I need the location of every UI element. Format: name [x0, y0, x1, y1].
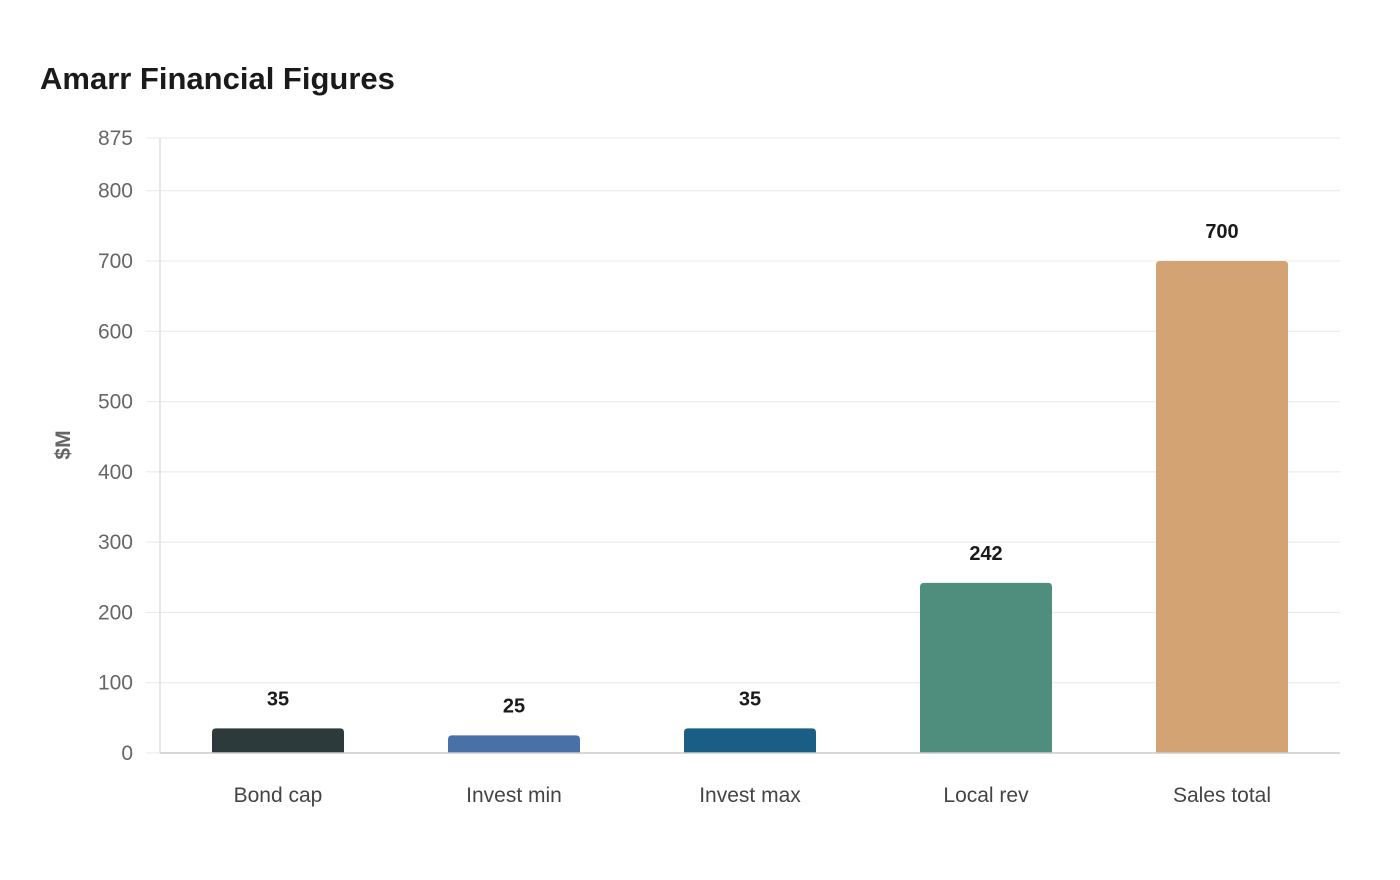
y-axis-title: $M — [52, 430, 75, 459]
x-tick-label: Invest min — [466, 784, 562, 807]
x-tick-label: Invest max — [699, 784, 801, 807]
bar-bond-cap — [212, 728, 344, 753]
x-axis-ticks: Bond cap Invest min Invest max Local rev Sal… — [234, 784, 1271, 807]
value-label: 242 — [969, 543, 1002, 565]
y-tick-label: 700 — [98, 250, 133, 273]
y-tick-label: 100 — [98, 672, 133, 695]
y-axis-ticks: 0 100 200 300 400 500 600 700 800 875 — [98, 127, 133, 765]
bar-sales-total — [1156, 261, 1288, 753]
value-label: 35 — [267, 688, 289, 710]
value-label: 700 — [1205, 221, 1238, 243]
y-tick-label: 875 — [98, 127, 133, 150]
y-tick-label: 200 — [98, 601, 133, 624]
bar-invest-max — [684, 728, 816, 753]
y-tick-label: 600 — [98, 320, 133, 343]
bars — [212, 261, 1288, 753]
x-tick-label: Sales total — [1173, 784, 1271, 807]
bar-local-rev — [920, 582, 1052, 753]
value-label: 25 — [503, 695, 525, 717]
x-tick-label: Local rev — [943, 784, 1029, 807]
y-tick-label: 0 — [121, 742, 133, 765]
y-tick-label: 400 — [98, 461, 133, 484]
y-tick-label: 300 — [98, 531, 133, 554]
bar-invest-min — [448, 735, 580, 753]
value-labels: 35 25 35 242 700 — [267, 221, 1239, 717]
y-tick-label: 800 — [98, 180, 133, 203]
chart-title: Amarr Financial Figures — [40, 61, 395, 96]
grid-lines — [146, 137, 1340, 754]
value-label: 35 — [739, 688, 761, 710]
x-tick-label: Bond cap — [234, 784, 323, 807]
y-tick-label: 500 — [98, 391, 133, 414]
